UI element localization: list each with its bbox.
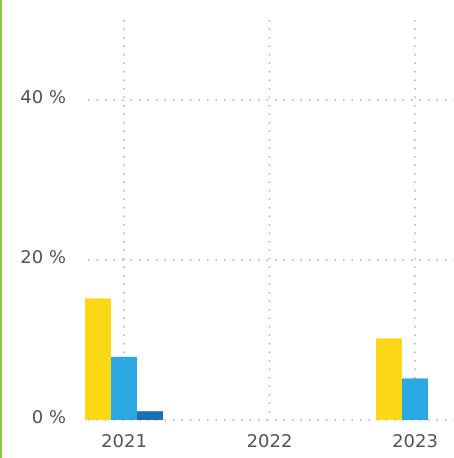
x-tick-label: 2022	[247, 431, 293, 452]
x-tick-label: 2021	[101, 431, 147, 452]
y-tick-label: 0 %	[32, 407, 66, 428]
bar	[402, 378, 428, 420]
x-tick-label: 2023	[392, 431, 438, 452]
bar	[376, 338, 402, 420]
bar	[85, 298, 111, 420]
y-tick-label: 40 %	[20, 87, 66, 108]
bar	[111, 356, 137, 420]
bar	[137, 411, 163, 420]
y-tick-label: 20 %	[20, 247, 66, 268]
